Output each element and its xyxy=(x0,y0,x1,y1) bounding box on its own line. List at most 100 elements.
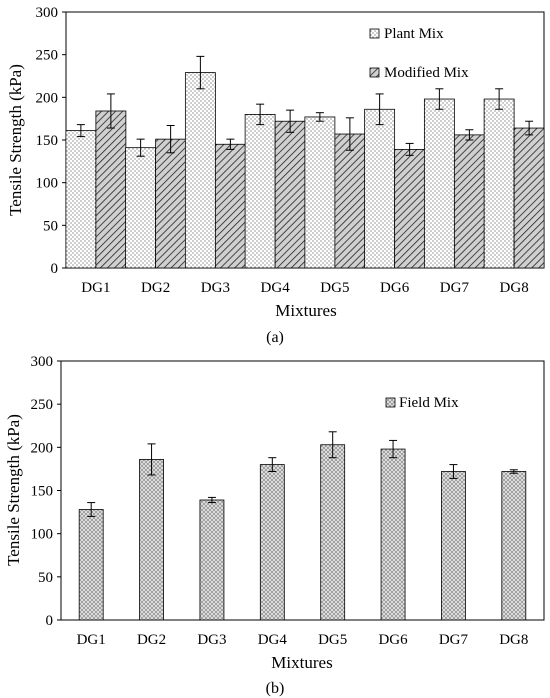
error-bar-field-mix xyxy=(328,431,337,459)
bars-group xyxy=(65,55,545,269)
error-bar-plant-mix xyxy=(315,112,324,122)
error-bar-plant-mix xyxy=(136,138,145,157)
error-bar-plant-mix xyxy=(495,88,504,110)
y-tick-label: 100 xyxy=(36,176,59,192)
y-axis-title: Tensile Strength (kPa) xyxy=(6,64,25,216)
bar-modified-mix xyxy=(214,143,246,269)
bar-plant-mix xyxy=(184,72,216,269)
bar-plant-mix xyxy=(65,130,97,269)
error-bar-plant-mix xyxy=(196,55,205,90)
error-bar-field-mix xyxy=(449,464,458,479)
legend-label-plant-mix: Plant Mix xyxy=(384,26,444,42)
error-bar-field-mix xyxy=(87,502,96,517)
error-bar-modified-mix xyxy=(525,120,534,136)
bar-field-mix xyxy=(380,448,406,621)
legend-swatch-plant-mix xyxy=(369,28,380,39)
x-tick-label: DG8 xyxy=(499,632,528,648)
x-tick-label: DG5 xyxy=(318,632,347,648)
error-bar-modified-mix xyxy=(465,129,474,141)
y-tick-label: 300 xyxy=(36,5,59,21)
error-bar-plant-mix xyxy=(76,124,85,138)
error-bar-plant-mix xyxy=(256,103,265,126)
x-axis-title: Mixtures xyxy=(275,301,336,320)
bar-plant-mix xyxy=(304,116,336,269)
y-axis-ticks: 0 50 100 150 200 250 300 xyxy=(31,354,61,629)
error-bar-modified-mix xyxy=(106,93,115,129)
x-tick-label: DG4 xyxy=(258,632,288,648)
bar-plant-mix xyxy=(483,98,515,269)
y-tick-label: 0 xyxy=(46,613,54,629)
y-tick-label: 300 xyxy=(31,354,54,370)
y-axis-ticks: 0 50 100 150 200 250 300 xyxy=(36,5,66,277)
chart-panel-b: 0 50 100 150 200 250 300 DG1 DG2 DG3 DG4 DG5 DG6 DG7… xyxy=(4,354,545,697)
bar-modified-mix xyxy=(453,134,485,269)
error-bar-field-mix xyxy=(207,496,216,504)
x-tick-label: DG8 xyxy=(500,280,529,296)
error-bar-modified-mix xyxy=(345,117,354,151)
bar-plant-mix xyxy=(244,114,276,269)
error-bar-modified-mix xyxy=(166,124,175,154)
panel-label-a: (a) xyxy=(266,329,284,346)
legend: Field Mix xyxy=(385,395,459,411)
panel-label-b: (b) xyxy=(266,680,285,697)
bar-modified-mix xyxy=(274,120,306,269)
x-axis-ticks: DG1 DG2 DG3 DG4 DG5 DG6 DG7 DG8 xyxy=(81,280,528,296)
x-tick-label: DG3 xyxy=(197,632,226,648)
bar-modified-mix xyxy=(394,148,426,269)
y-tick-label: 200 xyxy=(31,440,54,456)
error-bar-field-mix xyxy=(268,457,277,473)
error-bar-field-mix xyxy=(147,443,156,476)
legend-label-modified-mix: Modified Mix xyxy=(384,65,469,81)
x-axis-title: Mixtures xyxy=(271,653,332,672)
error-bar-modified-mix xyxy=(286,109,295,133)
error-bar-field-mix xyxy=(509,469,518,474)
y-tick-label: 50 xyxy=(43,218,58,234)
error-bar-modified-mix xyxy=(405,142,414,156)
legend: Plant Mix Modified Mix xyxy=(369,26,469,81)
y-tick-label: 150 xyxy=(36,133,59,149)
bar-modified-mix xyxy=(334,133,366,269)
x-tick-label: DG7 xyxy=(440,280,470,296)
chart-panel-a: 0 50 100 150 200 250 300 DG1 DG2 DG3 DG4 DG5 DG6 DG7… xyxy=(6,5,545,346)
x-axis-ticks: DG1 DG2 DG3 DG4 DG5 DG6 DG7 DG8 xyxy=(77,632,529,648)
x-tick-label: DG4 xyxy=(261,280,291,296)
bar-modified-mix xyxy=(513,127,545,269)
y-tick-label: 250 xyxy=(31,397,54,413)
bar-plant-mix xyxy=(423,98,455,269)
y-tick-label: 200 xyxy=(36,90,59,106)
legend-label-field-mix: Field Mix xyxy=(399,395,459,411)
error-bar-plant-mix xyxy=(435,88,444,110)
bar-field-mix xyxy=(501,471,527,621)
y-tick-label: 100 xyxy=(31,527,54,543)
x-tick-label: DG2 xyxy=(137,632,166,648)
bar-field-mix xyxy=(259,464,285,621)
x-tick-label: DG6 xyxy=(380,280,410,296)
error-bar-field-mix xyxy=(389,439,398,459)
y-tick-label: 50 xyxy=(38,570,53,586)
bar-modified-mix xyxy=(155,138,187,269)
x-tick-label: DG5 xyxy=(320,280,349,296)
bar-field-mix xyxy=(78,509,104,621)
bar-field-mix xyxy=(441,471,466,621)
x-tick-label: DG6 xyxy=(378,632,408,648)
y-tick-label: 0 xyxy=(51,261,59,277)
error-bar-modified-mix xyxy=(226,138,235,150)
x-tick-label: DG1 xyxy=(77,632,106,648)
y-axis-title: Tensile Strength (kPa) xyxy=(4,414,23,566)
bars-group xyxy=(78,431,527,621)
error-bar-plant-mix xyxy=(375,93,384,126)
plot-frame xyxy=(60,360,545,621)
bar-field-mix xyxy=(199,499,225,621)
bar-field-mix xyxy=(139,459,164,621)
bar-field-mix xyxy=(320,444,346,621)
x-tick-label: DG1 xyxy=(81,280,110,296)
bar-modified-mix xyxy=(95,110,127,269)
x-tick-label: DG7 xyxy=(439,632,469,648)
bar-plant-mix xyxy=(125,147,157,269)
legend-swatch-field-mix xyxy=(385,397,396,408)
x-tick-label: DG2 xyxy=(141,280,170,296)
y-tick-label: 150 xyxy=(31,484,54,500)
x-tick-label: DG3 xyxy=(201,280,230,296)
legend-swatch-modified-mix xyxy=(369,67,380,78)
